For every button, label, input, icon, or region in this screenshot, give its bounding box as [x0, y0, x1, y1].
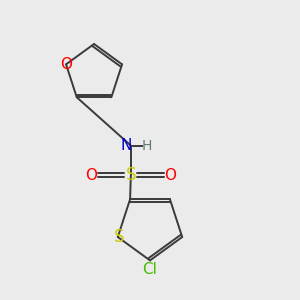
Text: O: O	[60, 57, 72, 72]
Text: O: O	[165, 167, 177, 182]
Text: H: H	[142, 139, 152, 153]
Text: S: S	[114, 228, 124, 246]
Text: S: S	[126, 166, 136, 184]
Text: N: N	[121, 138, 132, 153]
Text: O: O	[85, 167, 97, 182]
Text: Cl: Cl	[142, 262, 158, 277]
